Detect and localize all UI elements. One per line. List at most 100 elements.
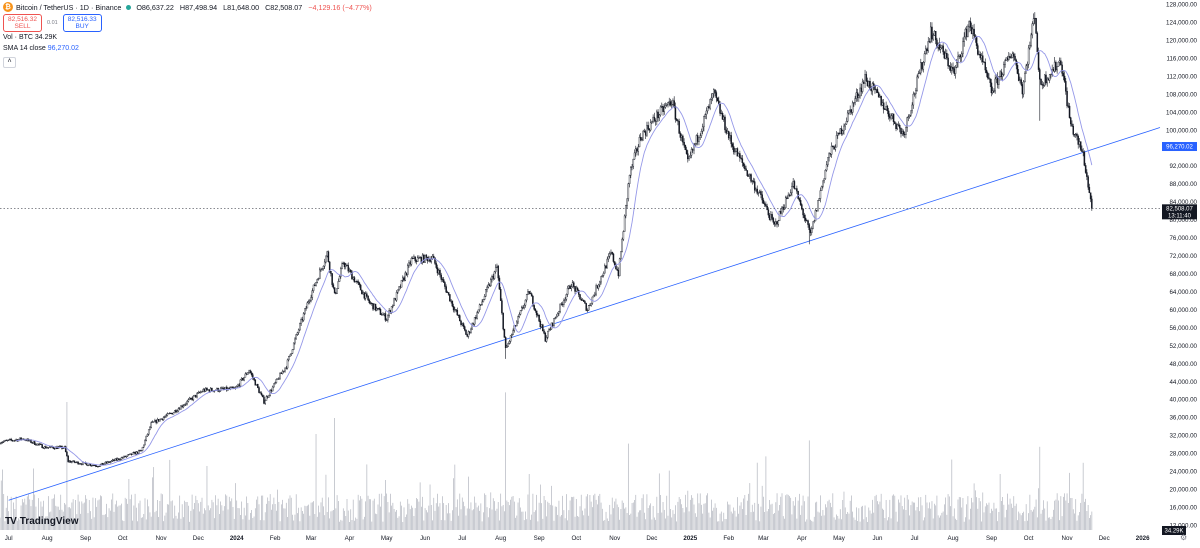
candle bbox=[1027, 44, 1030, 69]
candle bbox=[715, 90, 718, 103]
settings-gear-icon[interactable]: ⚙ bbox=[1180, 533, 1188, 542]
symbol-title[interactable]: Bitcoin / TetherUS · 1D · Binance bbox=[16, 2, 122, 12]
candle bbox=[416, 255, 419, 262]
candle bbox=[796, 185, 798, 194]
candle bbox=[716, 97, 719, 102]
countdown-label: 13:11:40 bbox=[1168, 213, 1192, 219]
candle bbox=[1071, 120, 1073, 127]
sma-line bbox=[16, 35, 1093, 466]
candle bbox=[341, 261, 343, 270]
chevron-up-icon: ˄ bbox=[7, 58, 12, 65]
candle bbox=[602, 271, 605, 278]
candle bbox=[133, 451, 135, 454]
time-tick-label: 2026 bbox=[1136, 535, 1150, 542]
candle bbox=[110, 460, 113, 463]
candle bbox=[59, 445, 62, 448]
candle bbox=[481, 299, 483, 306]
candle bbox=[685, 146, 688, 155]
candle bbox=[547, 330, 549, 340]
candle bbox=[820, 185, 823, 191]
candle bbox=[755, 187, 757, 192]
collapse-legend-button[interactable]: ˄ bbox=[3, 57, 16, 68]
candle bbox=[701, 123, 704, 135]
candle bbox=[623, 214, 626, 232]
sma-legend[interactable]: SMA 14 close 96,270.02 bbox=[3, 45, 79, 52]
time-tick-label: Nov bbox=[156, 535, 168, 542]
candle bbox=[90, 464, 93, 467]
candle bbox=[569, 284, 571, 289]
candle bbox=[574, 285, 576, 295]
price-tick-label: 124,000.00 bbox=[1166, 19, 1198, 26]
candle bbox=[437, 268, 440, 275]
candle bbox=[177, 407, 180, 413]
candle bbox=[554, 317, 556, 320]
candle bbox=[978, 50, 980, 56]
time-tick-label: Oct bbox=[1024, 535, 1034, 542]
candle bbox=[803, 212, 806, 222]
volume-legend[interactable]: Vol · BTC 34.29K bbox=[3, 34, 57, 41]
candle bbox=[43, 445, 46, 450]
candle bbox=[358, 281, 361, 288]
candle bbox=[642, 129, 644, 141]
time-tick-label: Jun bbox=[420, 535, 431, 542]
candle bbox=[238, 383, 240, 388]
candle bbox=[402, 275, 404, 283]
candle bbox=[879, 94, 881, 99]
candle bbox=[226, 385, 228, 392]
candle bbox=[322, 265, 325, 271]
candle bbox=[185, 402, 187, 407]
bitcoin-logo-icon: ₿ bbox=[3, 2, 13, 12]
sell-button[interactable]: 82,516.32 SELL bbox=[3, 14, 42, 32]
trendline[interactable] bbox=[8, 127, 1161, 501]
candle bbox=[206, 387, 208, 391]
candle bbox=[373, 303, 376, 310]
candle bbox=[928, 38, 931, 44]
buy-button[interactable]: 82,516.33 BUY bbox=[62, 14, 102, 32]
candle bbox=[908, 114, 911, 119]
candle bbox=[780, 208, 782, 215]
volume-tag: 34.29K bbox=[1162, 526, 1186, 535]
candle bbox=[585, 302, 587, 312]
candle bbox=[817, 200, 819, 212]
time-tick-label: Sep bbox=[80, 535, 92, 542]
candle bbox=[227, 387, 229, 391]
candle bbox=[379, 307, 382, 315]
candle bbox=[621, 237, 623, 253]
candle bbox=[195, 394, 197, 399]
candle bbox=[714, 89, 716, 97]
candle bbox=[361, 289, 363, 295]
time-axis[interactable]: Jul Aug Sep Oct Nov Dec 2024 Feb Mar Apr May Jun Jul… bbox=[5, 535, 1150, 542]
candle bbox=[713, 88, 715, 98]
time-tick-label: Nov bbox=[1062, 535, 1074, 542]
candle bbox=[263, 395, 265, 405]
candle bbox=[849, 105, 851, 115]
candle bbox=[784, 195, 787, 209]
candle bbox=[245, 372, 248, 376]
candle bbox=[116, 457, 119, 462]
candle bbox=[343, 261, 346, 270]
candle bbox=[103, 463, 105, 465]
candle bbox=[549, 327, 552, 331]
candle bbox=[737, 152, 740, 157]
candle bbox=[160, 418, 162, 420]
tradingview-logo[interactable]: TV TradingView bbox=[5, 516, 79, 527]
candle bbox=[881, 99, 884, 106]
candle bbox=[114, 458, 117, 461]
candle bbox=[990, 78, 993, 97]
price-axis[interactable]: 128,000.00 124,000.00 120,000.00 116,000.00… bbox=[1166, 2, 1198, 530]
candle bbox=[310, 294, 312, 303]
candle bbox=[433, 253, 435, 258]
candle bbox=[537, 313, 539, 318]
candle bbox=[473, 317, 476, 327]
candle bbox=[353, 276, 356, 283]
price-tick-label: 40,000.00 bbox=[1169, 397, 1197, 404]
candle bbox=[1, 441, 4, 444]
time-tick-label: Sep bbox=[534, 535, 546, 542]
candle bbox=[548, 327, 550, 332]
candle bbox=[67, 454, 69, 463]
candle bbox=[154, 418, 156, 422]
candle bbox=[673, 96, 675, 109]
candle bbox=[359, 283, 362, 291]
